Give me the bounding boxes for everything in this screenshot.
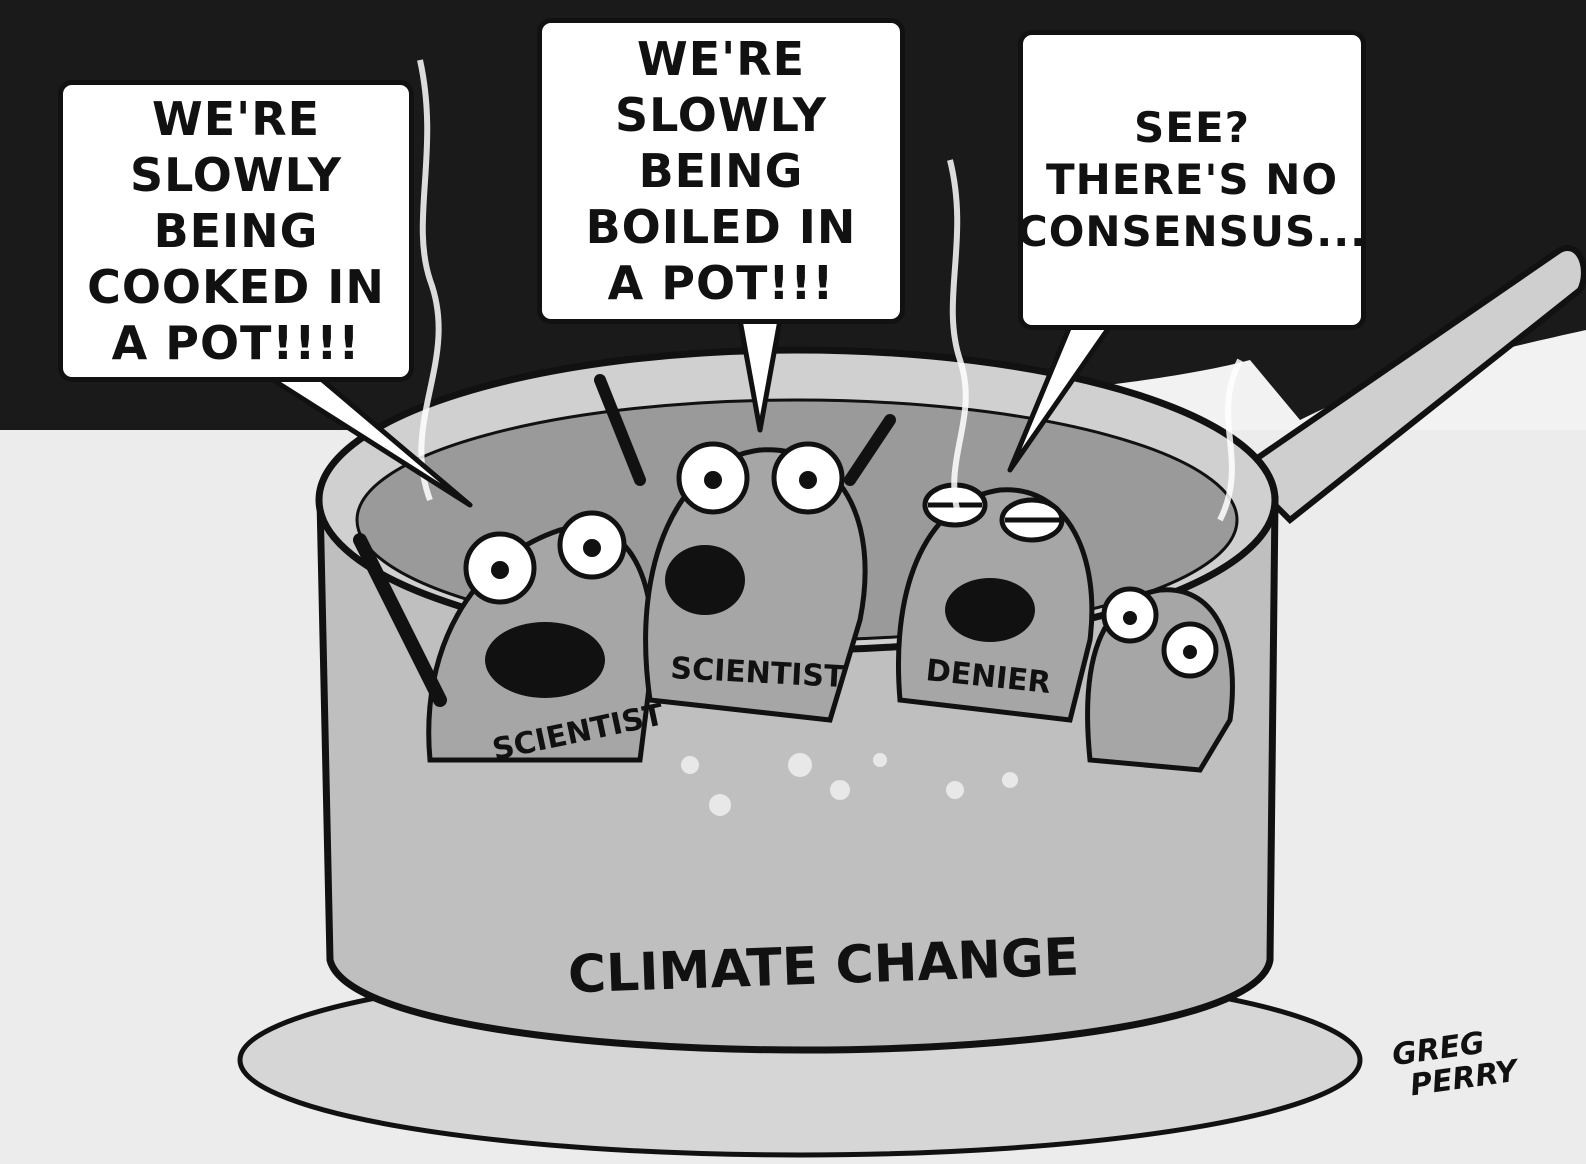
speech-bubble-left: WE'RE SLOWLY BEING COOKED IN A POT!!!! [58,80,414,382]
frog-scientist-middle [594,374,896,723]
speech-bubble-right: SEE? THERE'S NO CONSENSUS... [1017,30,1366,330]
speech-bubble-middle: WE'RE SLOWLY BEING BOILED IN A POT!!! [537,18,905,324]
steam [417,59,1243,522]
water-bubbles [681,753,1018,816]
frog-denier [896,482,1095,723]
frog-scientist-left [353,510,655,763]
pot-handle [1235,245,1586,525]
frog-right [1085,586,1235,773]
